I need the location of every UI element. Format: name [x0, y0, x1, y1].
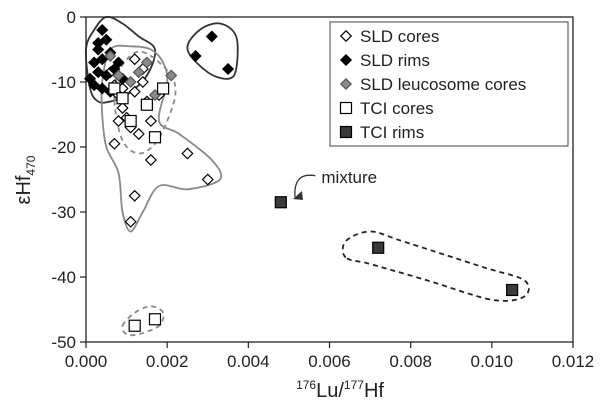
- annotation-arrow: [294, 174, 316, 198]
- point-sld-rims: [205, 30, 218, 43]
- point-sld-leucosome-cores: [112, 69, 125, 82]
- point-sld-cores: [128, 85, 141, 98]
- point-sld-cores: [181, 147, 194, 160]
- legend-marker-sld-leucosome-cores: [339, 77, 353, 91]
- x-tick-label: 0.002: [146, 352, 189, 371]
- point-sld-leucosome-cores: [124, 75, 137, 89]
- y-tick-label: 0: [67, 8, 76, 27]
- x-axis-title: 176Lu/177Hf: [296, 378, 384, 402]
- point-sld-cores: [201, 173, 214, 186]
- x-tick-label: 0.004: [227, 352, 270, 371]
- point-sld-rims: [96, 53, 109, 66]
- point-sld-cores: [108, 137, 121, 150]
- point-sld-rims: [92, 43, 105, 56]
- x-axis-ticks: 0.000 0.002 0.004 0.006 0.008 0.010 0.012: [65, 342, 595, 371]
- x-axis-title-end: Hf: [364, 380, 384, 402]
- point-sld-rims: [92, 66, 105, 79]
- x-tick-label: 0.010: [471, 352, 514, 371]
- point-tci-cores: [148, 313, 162, 326]
- point-tci-cores: [157, 82, 170, 95]
- y-axis-title-main: εHf: [13, 175, 35, 204]
- envelope-1: [186, 22, 239, 80]
- point-tci-cores: [148, 131, 162, 144]
- envelope-4: [121, 305, 165, 337]
- x-axis-title-sup2: 177: [344, 378, 364, 392]
- legend-label-tci-cores: TCI cores: [360, 99, 434, 118]
- x-tick-label: 0.012: [552, 352, 595, 371]
- point-sld-leucosome-cores: [165, 69, 178, 82]
- point-sld-cores: [112, 114, 125, 128]
- point-sld-rims: [88, 56, 101, 69]
- envelopes: [84, 15, 530, 337]
- point-sld-cores: [128, 53, 141, 66]
- point-tci-cores: [128, 319, 141, 332]
- x-tick-label: 0.006: [308, 352, 351, 371]
- envelope-3: [113, 50, 177, 155]
- y-axis-ticks: 0 -10 -20 -30 -40 -50: [51, 8, 86, 352]
- point-tci-rims: [372, 241, 385, 254]
- point-tci-cores: [108, 82, 121, 95]
- legend-box: [329, 21, 569, 147]
- legend: SLD cores SLD rims SLD leucosome cores TCI …: [329, 21, 569, 147]
- envelope-0: [84, 15, 157, 104]
- y-tick-label: -20: [51, 138, 76, 157]
- point-sld-leucosome-cores: [132, 66, 145, 79]
- point-tci-rims: [274, 196, 287, 209]
- point-sld-cores: [144, 153, 157, 167]
- point-sld-cores: [128, 189, 141, 202]
- point-sld-cores: [132, 127, 145, 141]
- annotation-label: mixture: [321, 168, 377, 187]
- point-tci-cores: [124, 114, 137, 128]
- y-tick-label: -30: [51, 203, 76, 222]
- data-points: [84, 23, 519, 332]
- y-tick-label: -10: [51, 73, 76, 92]
- envelope-2: [100, 44, 223, 233]
- point-sld-cores: [124, 215, 137, 228]
- point-sld-cores: [136, 75, 149, 89]
- legend-label-tci-rims: TCI rims: [360, 123, 424, 142]
- x-axis-title-sup: 176: [296, 378, 316, 392]
- y-tick-label: -50: [51, 333, 76, 352]
- x-axis-title-mid: Lu/: [316, 380, 344, 402]
- point-sld-cores: [144, 114, 157, 128]
- envelope-5: [341, 230, 530, 302]
- legend-label-sld-cores: SLD cores: [360, 27, 439, 46]
- x-tick-label: 0.000: [65, 352, 108, 371]
- y-tick-label: -40: [51, 268, 76, 287]
- point-sld-rims: [112, 56, 125, 69]
- legend-marker-sld-cores: [339, 29, 353, 43]
- y-axis-title-sub: 470: [24, 155, 38, 175]
- annotations: mixture: [292, 168, 377, 200]
- point-sld-rims: [100, 69, 113, 82]
- legend-marker-tci-rims: [339, 125, 353, 139]
- legend-label-sld-rims: SLD rims: [360, 51, 430, 70]
- point-sld-rims: [84, 72, 97, 85]
- legend-marker-sld-rims: [339, 53, 353, 67]
- legend-label-sld-leucosome-cores: SLD leucosome cores: [360, 75, 526, 94]
- point-sld-leucosome-cores: [104, 49, 117, 63]
- point-sld-rims: [221, 62, 235, 76]
- point-tci-cores: [140, 98, 153, 111]
- point-sld-rims: [96, 23, 109, 37]
- point-sld-leucosome-cores: [140, 56, 153, 69]
- point-tci-cores: [116, 92, 129, 105]
- point-sld-cores: [116, 101, 129, 115]
- legend-marker-tci-cores: [339, 101, 353, 115]
- annotation-arrowhead: [292, 191, 303, 200]
- x-tick-label: 0.008: [389, 352, 432, 371]
- point-sld-rims: [96, 82, 109, 95]
- y-axis-title: εHf470: [13, 155, 38, 204]
- point-tci-rims: [506, 283, 519, 297]
- point-sld-rims: [92, 36, 105, 50]
- point-sld-rims: [100, 33, 113, 46]
- point-sld-rims: [189, 49, 202, 63]
